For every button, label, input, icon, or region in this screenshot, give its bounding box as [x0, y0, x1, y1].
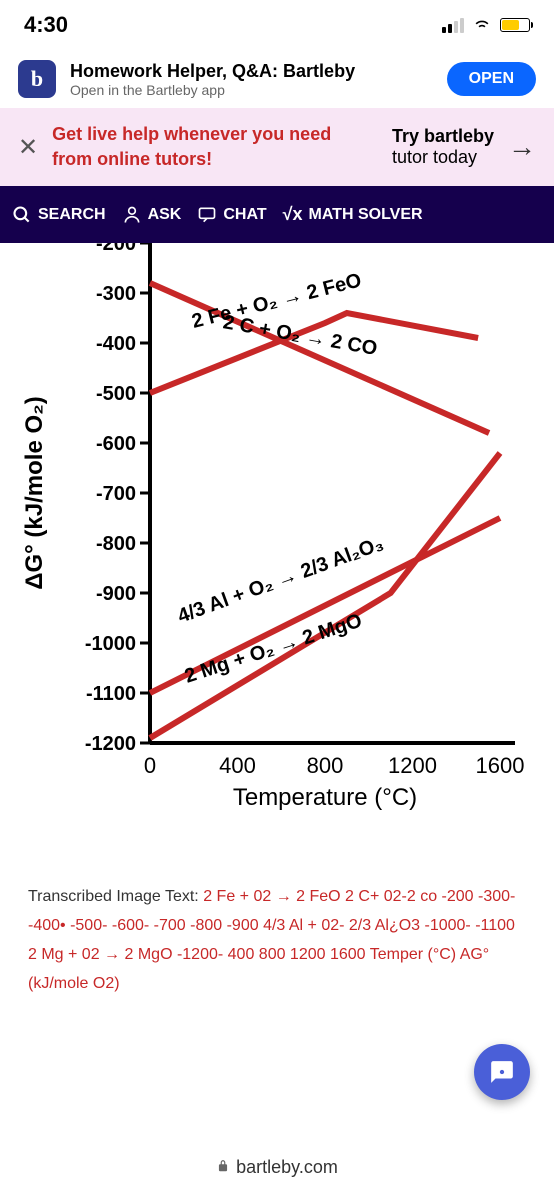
svg-text:-200: -200 [96, 243, 136, 255]
app-title: Homework Helper, Q&A: Bartleby [70, 61, 433, 82]
ellingham-chart: -200 -300 -400 -500 -600 -700 -800 -900 -1000 -11… [0, 243, 554, 863]
svg-text:-700: -700 [96, 483, 136, 505]
arrow-right-icon[interactable]: → [508, 131, 536, 163]
chart-svg: -200 -300 -400 -500 -600 -700 -800 -900 -1000 -11… [0, 243, 554, 863]
svg-text:-500: -500 [96, 383, 136, 405]
nav-tabs: SEARCH ASK CHAT √x MATH SOLVER [0, 186, 554, 243]
signal-icon [442, 18, 464, 33]
svg-text:-800: -800 [96, 533, 136, 555]
tab-chat[interactable]: CHAT [197, 205, 266, 225]
sqrt-icon: √x [283, 204, 303, 225]
promo-cta: Try bartleby tutor today [392, 126, 494, 168]
tab-search[interactable]: SEARCH [12, 205, 106, 225]
tab-ask-label: ASK [148, 206, 182, 224]
wifi-icon [472, 13, 492, 38]
search-icon [12, 205, 32, 225]
url-text: bartleby.com [236, 1157, 338, 1178]
status-time: 4:30 [24, 12, 68, 38]
svg-text:-1000: -1000 [85, 633, 136, 655]
close-icon[interactable]: ✕ [18, 133, 38, 162]
lock-icon [216, 1157, 230, 1178]
svg-text:-1100: -1100 [86, 683, 136, 705]
person-icon [122, 205, 142, 225]
transcribed-text: Transcribed Image Text: 2 Fe + 02 → 2 Fe… [0, 863, 554, 1018]
svg-text:1200: 1200 [388, 753, 437, 778]
svg-text:-600: -600 [96, 433, 136, 455]
svg-text:1600: 1600 [476, 753, 525, 778]
tab-ask[interactable]: ASK [122, 205, 182, 225]
chat-fab[interactable] [474, 1044, 530, 1100]
svg-text:0: 0 [144, 753, 156, 778]
tab-search-label: SEARCH [38, 206, 106, 224]
svg-text:2 Mg + O₂ → 2 MgO: 2 Mg + O₂ → 2 MgO [182, 610, 365, 688]
promo-banner: ✕ Get live help whenever you need from o… [0, 108, 554, 186]
open-button[interactable]: OPEN [447, 62, 536, 96]
app-subtitle: Open in the Bartleby app [70, 82, 433, 98]
chat-bubble-icon [489, 1059, 515, 1085]
app-install-banner: b Homework Helper, Q&A: Bartleby Open in… [0, 50, 554, 108]
svg-text:ΔG° (kJ/mole O₂): ΔG° (kJ/mole O₂) [21, 397, 48, 591]
status-icons [442, 13, 530, 38]
svg-text:Temperature (°C): Temperature (°C) [233, 784, 417, 811]
promo-line1: Get live help whenever you need [52, 122, 331, 147]
tab-math-label: MATH SOLVER [308, 206, 422, 224]
tab-math[interactable]: √x MATH SOLVER [283, 204, 423, 225]
svg-text:-1200: -1200 [85, 733, 136, 755]
promo-right2: tutor today [392, 147, 494, 168]
chat-icon [197, 205, 217, 225]
svg-text:400: 400 [219, 753, 256, 778]
tab-chat-label: CHAT [223, 206, 266, 224]
battery-icon [500, 18, 530, 32]
svg-text:-400: -400 [96, 333, 136, 355]
promo-line2: from online tutors! [52, 147, 212, 172]
transcribed-label: Transcribed Image Text: [28, 888, 199, 905]
svg-text:-900: -900 [96, 583, 136, 605]
url-bar[interactable]: bartleby.com [0, 1147, 554, 1188]
svg-text:800: 800 [307, 753, 344, 778]
svg-text:-300: -300 [96, 283, 136, 305]
promo-text: Get live help whenever you need from onl… [52, 122, 378, 172]
status-bar: 4:30 [0, 0, 554, 50]
app-info: Homework Helper, Q&A: Bartleby Open in t… [70, 61, 433, 98]
promo-right1: Try bartleby [392, 126, 494, 147]
app-icon: b [18, 60, 56, 98]
